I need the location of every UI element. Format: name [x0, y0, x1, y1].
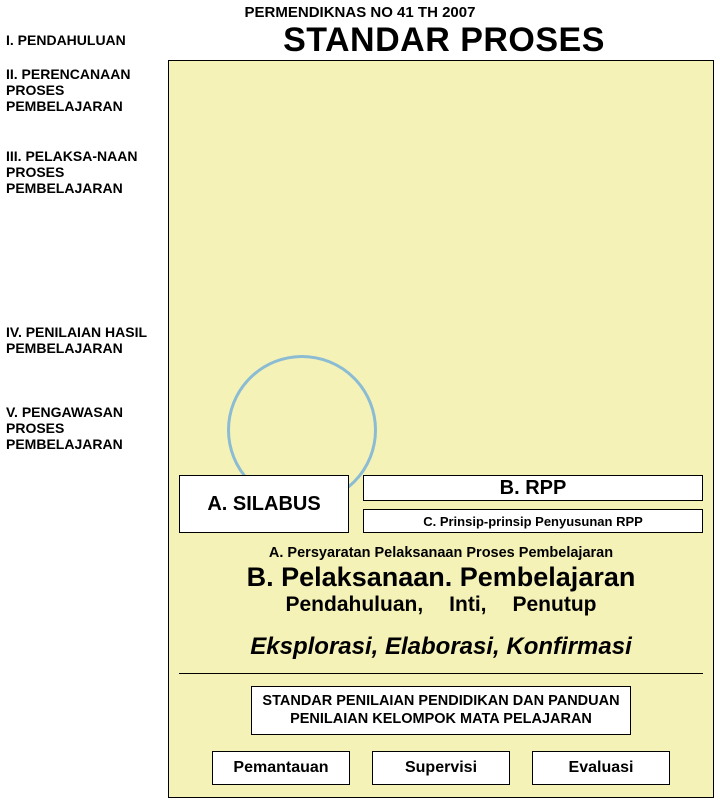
top-reference: PERMENDIKNAS NO 41 TH 2007 — [0, 0, 720, 21]
exec-main-line: B. Pelaksanaan. Pembelajaran — [247, 563, 636, 591]
box-rpp: B. RPP — [363, 475, 703, 501]
exec-requirements-line: A. Persyaratan Pelaksanaan Proses Pembel… — [269, 545, 613, 561]
supervision-row: Pemantauan Supervisi Evaluasi — [179, 751, 703, 785]
exec-part-1: Pendahuluan, — [285, 593, 423, 617]
sidebar-item-3: III. PELAKSA-NAAN PROSES PEMBELAJARAN — [0, 142, 168, 202]
supervision-box-1: Pemantauan — [212, 751, 350, 785]
sidebar-item-2: II. PERENCANAAN PROSES PEMBELAJARAN — [0, 60, 168, 120]
sidebar-item-4: IV. PENILAIAN HASIL PEMBELAJARAN — [0, 318, 168, 362]
columns: II. PERENCANAAN PROSES PEMBELAJARAN III.… — [0, 60, 720, 804]
main-title: STANDAR PROSES — [168, 21, 720, 60]
box-silabus: A. SILABUS — [179, 475, 349, 533]
planning-row: A. SILABUS B. RPP C. Prinsip-prinsip Pen… — [179, 475, 703, 533]
divider-line — [179, 673, 703, 674]
exec-part-3: Penutup — [513, 593, 597, 617]
box-prinsip-rpp: C. Prinsip-prinsip Penyusunan RPP — [363, 509, 703, 533]
slide-root: PERMENDIKNAS NO 41 TH 2007 I. PENDAHULUA… — [0, 0, 720, 540]
header-row: I. PENDAHULUAN STANDAR PROSES — [0, 21, 720, 60]
execution-section: A. Persyaratan Pelaksanaan Proses Pembel… — [179, 545, 703, 617]
supervision-box-2: Supervisi — [372, 751, 510, 785]
sidebar-item-1: I. PENDAHULUAN — [6, 32, 164, 48]
content-panel: A. SILABUS B. RPP C. Prinsip-prinsip Pen… — [168, 60, 714, 798]
sidebar-item-5: V. PENGAWASAN PROSES PEMBELAJARAN — [0, 398, 168, 458]
sidebar: II. PERENCANAAN PROSES PEMBELAJARAN III.… — [0, 60, 168, 804]
exec-part-2: Inti, — [449, 593, 486, 617]
exec-parts-row: Pendahuluan, Inti, Penutup — [285, 593, 596, 617]
supervision-box-3: Evaluasi — [532, 751, 670, 785]
eek-line: Eksplorasi, Elaborasi, Konfirmasi — [179, 633, 703, 661]
assessment-standard-box: STANDAR PENILAIAN PENDIDIKAN DAN PANDUAN… — [251, 686, 631, 735]
